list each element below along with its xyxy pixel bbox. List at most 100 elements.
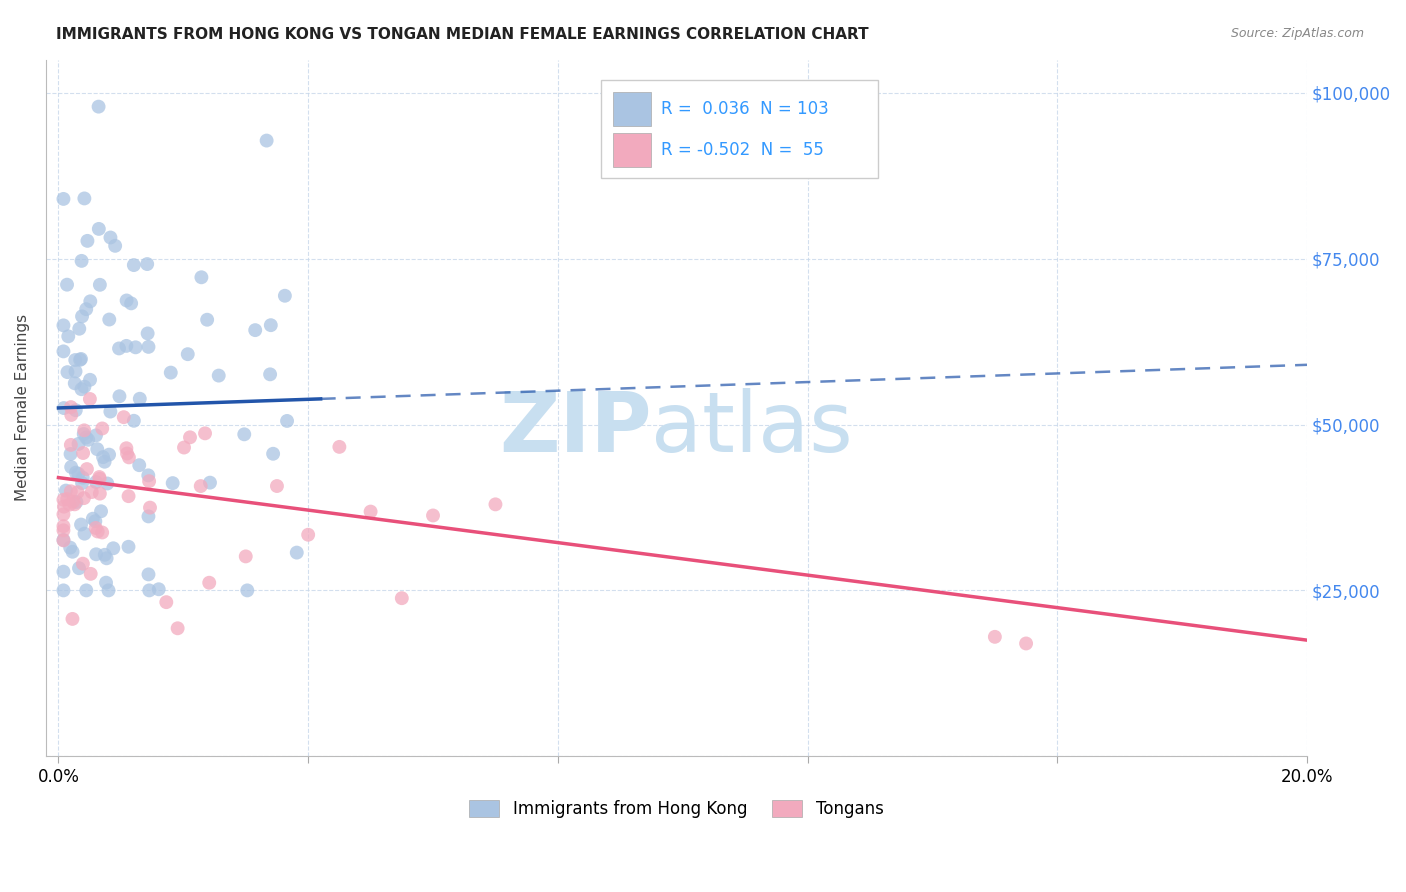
Point: [76, 234, 98, 248]
Point: [52, 401, 75, 415]
Text: R =  0.036  N = 103: R = 0.036 N = 103: [661, 100, 830, 118]
Point: [194, 426, 217, 441]
Point: [128, 458, 150, 473]
FancyBboxPatch shape: [600, 80, 879, 178]
Point: [97, 583, 120, 598]
Point: [136, 257, 159, 271]
Text: atlas: atlas: [651, 388, 853, 469]
Point: [96, 551, 118, 566]
Point: [190, 270, 212, 285]
Point: [56, 277, 79, 292]
Point: [52, 318, 75, 333]
Point: [52, 500, 75, 514]
Point: [56, 492, 79, 507]
Point: [328, 440, 350, 454]
Point: [177, 347, 200, 361]
FancyBboxPatch shape: [613, 134, 651, 167]
Point: [63, 497, 86, 511]
Point: [52, 583, 75, 598]
Point: [98, 312, 121, 326]
Point: [256, 134, 278, 148]
Point: [98, 448, 121, 462]
Point: [59, 541, 82, 555]
Text: ZIP: ZIP: [499, 388, 651, 469]
Point: [72, 446, 94, 460]
Point: [195, 312, 218, 326]
Point: [70, 351, 93, 366]
Text: Source: ZipAtlas.com: Source: ZipAtlas.com: [1230, 27, 1364, 40]
Point: [67, 437, 90, 451]
Point: [70, 476, 93, 491]
Point: [115, 339, 138, 353]
Point: [67, 322, 90, 336]
Point: [55, 483, 77, 498]
Point: [76, 462, 98, 476]
Point: [236, 583, 259, 598]
Point: [297, 527, 319, 541]
Point: [245, 323, 267, 337]
Point: [91, 450, 114, 464]
Point: [274, 289, 297, 303]
Point: [52, 565, 75, 579]
Legend: Immigrants from Hong Kong, Tongans: Immigrants from Hong Kong, Tongans: [463, 793, 890, 824]
Point: [422, 508, 444, 523]
Point: [122, 258, 145, 272]
Point: [96, 476, 118, 491]
Point: [484, 497, 506, 511]
Point: [138, 509, 160, 524]
Point: [117, 540, 139, 554]
Point: [62, 545, 84, 559]
Point: [59, 447, 82, 461]
Point: [65, 495, 87, 509]
Point: [276, 414, 298, 428]
Point: [84, 428, 107, 442]
Point: [173, 441, 195, 455]
Point: [72, 557, 94, 571]
Point: [52, 192, 75, 206]
Point: [262, 447, 284, 461]
Point: [59, 484, 82, 499]
Point: [139, 500, 162, 515]
Point: [233, 427, 256, 442]
Point: [67, 561, 90, 575]
Point: [190, 479, 212, 493]
Point: [65, 466, 87, 480]
Point: [148, 582, 170, 597]
Text: R = -0.502  N =  55: R = -0.502 N = 55: [661, 141, 824, 159]
Point: [70, 253, 93, 268]
Point: [90, 504, 112, 518]
Point: [136, 468, 159, 483]
Point: [84, 521, 107, 535]
Point: [82, 512, 104, 526]
Point: [108, 342, 131, 356]
Point: [70, 517, 93, 532]
Point: [259, 368, 281, 382]
Point: [73, 526, 96, 541]
Point: [52, 508, 75, 522]
Point: [80, 566, 103, 581]
Point: [87, 100, 110, 114]
Point: [52, 524, 75, 538]
Point: [79, 392, 101, 406]
Point: [179, 430, 201, 444]
Point: [65, 364, 87, 378]
Y-axis label: Median Female Earnings: Median Female Earnings: [15, 314, 30, 501]
Point: [94, 575, 117, 590]
Point: [84, 547, 107, 561]
Point: [117, 489, 139, 503]
Point: [60, 408, 83, 422]
Point: [73, 423, 96, 437]
Point: [155, 595, 177, 609]
Point: [79, 294, 101, 309]
Point: [58, 498, 80, 512]
Point: [103, 541, 125, 556]
Point: [128, 392, 150, 406]
Point: [984, 630, 1007, 644]
Point: [73, 427, 96, 442]
Point: [112, 410, 135, 425]
Point: [89, 470, 111, 484]
Point: [198, 575, 221, 590]
Point: [108, 389, 131, 403]
Point: [124, 340, 146, 354]
Point: [115, 446, 138, 460]
